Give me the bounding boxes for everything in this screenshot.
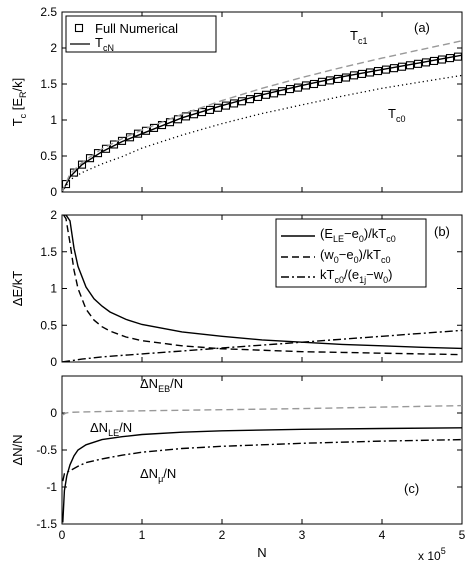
y-tick-label: 0.5	[40, 149, 57, 163]
x-tick-label: 1	[139, 528, 146, 542]
series-line-ele	[63, 215, 462, 350]
legend-label: kTc0/(e1j−w0)	[320, 267, 393, 285]
annotation-neb: ΔNEB/N	[140, 376, 183, 394]
y-tick-label: -0.5	[36, 443, 57, 457]
x-axis-label: N	[257, 545, 266, 560]
plot-frame	[61, 11, 463, 193]
panel-label: (a)	[414, 20, 430, 35]
x-tick-label: 3	[299, 528, 306, 542]
annotation-nle: ΔNLE/N	[90, 420, 132, 438]
panel-label: (c)	[404, 481, 419, 496]
annotation-tc1: Tc1	[350, 28, 367, 46]
x-tick-label: 0	[59, 528, 66, 542]
x-tick-label: 5	[459, 528, 466, 542]
data-point-full_numerical	[77, 160, 87, 169]
annotation-nmu: ΔNμ/N	[140, 466, 176, 484]
series-line-w0	[63, 215, 462, 356]
y-axis-label: ΔN/N	[10, 434, 25, 465]
legend-label: Full Numerical	[95, 21, 178, 36]
data-point-full_numerical	[93, 149, 103, 158]
y-tick-label: -1	[46, 480, 57, 494]
x-tick-label: 4	[379, 528, 386, 542]
series-line-tc1	[62, 40, 462, 192]
panel-a: 00.511.522.5Tc [ER/k](a)Full NumericalTc…	[10, 5, 463, 199]
y-tick-label: 2	[50, 208, 57, 222]
series-group	[62, 215, 462, 362]
legend-box	[65, 15, 217, 53]
y-tick-label: 0	[50, 406, 57, 420]
data-point-full_numerical	[181, 112, 191, 121]
series-group	[62, 40, 462, 192]
series-line-neb	[62, 404, 462, 416]
legend-label: (ELE−e0)/kTc0	[320, 226, 396, 244]
panel-c: -1.5 -1 -0.5 0 0 1 2 3 4 5 ΔN/N (c) ΔNEB/N ΔNLE/N ΔNμ/…	[10, 375, 466, 563]
y-tick-label: 0.5	[40, 318, 57, 332]
x-axis-multiplier: x 105	[418, 546, 446, 563]
data-point-full_numerical	[62, 180, 71, 189]
series-line-tcn	[62, 54, 462, 192]
legend-box	[275, 218, 427, 288]
panel-b: 0 0.5 1 1.5 2 ΔE/kT (b) (ELE−e0)/kTc0 (w0−e0)/kT…	[10, 208, 463, 369]
y-axis-label: ΔE/kT	[10, 271, 25, 306]
y-tick-label: 2.5	[40, 5, 57, 19]
y-tick-label: 2	[50, 41, 57, 55]
legend-label: TcN	[95, 35, 114, 53]
y-tick-label: 1.5	[40, 245, 57, 259]
y-tick-label: 1	[50, 282, 57, 296]
legend-marker-square	[74, 23, 84, 33]
series-line-tc0	[62, 74, 462, 192]
data-point-full_numerical	[341, 73, 351, 82]
y-tick-label: 1.5	[40, 77, 57, 91]
data-point-full_numerical	[85, 154, 95, 163]
data-point-full_numerical	[69, 168, 79, 177]
y-tick-label: 0	[50, 355, 57, 369]
y-tick-label: 0	[50, 185, 57, 199]
y-tick-label: -1.5	[36, 517, 57, 531]
y-tick-label: 1	[50, 113, 57, 127]
series-line-kt	[62, 329, 462, 362]
series-group	[62, 404, 462, 523]
x-tick-label: 2	[219, 528, 226, 542]
annotation-tc0: Tc0	[388, 106, 405, 124]
legend-label: (w0−e0)/kTc0	[320, 247, 390, 265]
y-axis-label: Tc [ER/k]	[10, 78, 28, 127]
panel-label: (b)	[434, 224, 450, 239]
series-line-nmu	[62, 438, 462, 482]
